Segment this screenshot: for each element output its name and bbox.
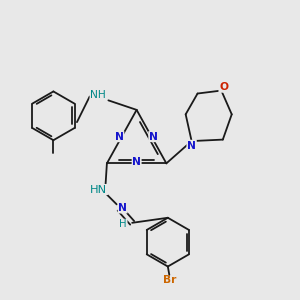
Text: N: N xyxy=(115,132,124,142)
Text: O: O xyxy=(219,82,228,92)
Text: N: N xyxy=(149,132,158,142)
Text: H: H xyxy=(119,219,127,229)
Text: N: N xyxy=(132,157,141,167)
Text: NH: NH xyxy=(90,90,106,100)
Text: HN: HN xyxy=(90,184,107,194)
Text: N: N xyxy=(118,203,127,213)
Text: Br: Br xyxy=(163,275,176,285)
Text: N: N xyxy=(187,140,196,151)
